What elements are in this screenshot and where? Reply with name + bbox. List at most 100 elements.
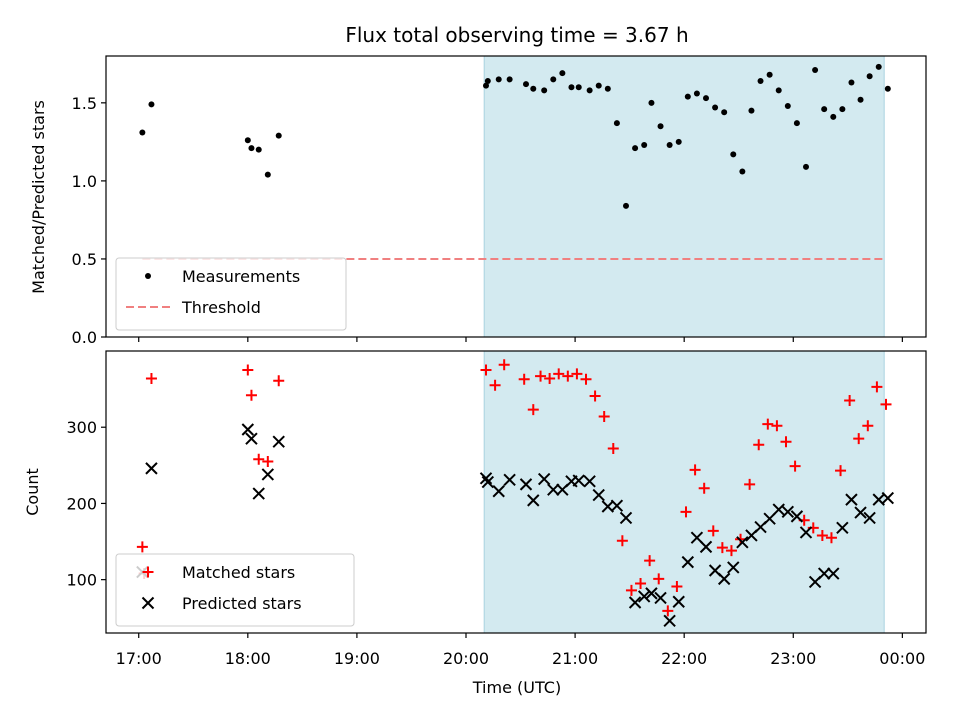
measurement-point (703, 95, 709, 102)
matched-star-point (635, 577, 647, 589)
predicted-star-point (799, 526, 813, 539)
bottom-y-tick-label: 100 (66, 571, 97, 590)
predicted-star-point (503, 473, 516, 487)
predicted-star-point (790, 510, 804, 523)
matched-star-point (544, 372, 556, 384)
measurement-point (748, 107, 755, 114)
predicted-star-point (672, 595, 685, 608)
measurement-point (866, 73, 873, 80)
measurement-point (657, 123, 664, 130)
predicted-star-point (481, 475, 495, 489)
top-y-tick-label: 1.5 (72, 94, 97, 113)
bottom-y-tick-label: 200 (66, 494, 97, 513)
top-shaded-span (483, 55, 885, 338)
matched-star-point (816, 529, 828, 541)
measurement-point (648, 99, 655, 106)
predicted-star-point (772, 503, 785, 516)
matched-star-point (580, 373, 592, 385)
matched-star-point (871, 381, 883, 393)
matched-star-point (498, 359, 510, 371)
predicted-star-point (261, 468, 275, 481)
measurement-point (506, 76, 513, 83)
measurement-point (559, 70, 566, 77)
matched-star-point (762, 418, 774, 430)
x-tick-label: 00:00 (879, 649, 925, 668)
predicted-star-point (272, 435, 285, 448)
measurement-point (775, 87, 782, 94)
measurement-point (586, 87, 593, 94)
measurement-point (803, 163, 809, 170)
measurement-point (757, 77, 764, 84)
legend-label: Measurements (182, 267, 300, 286)
x-tick-label: 23:00 (770, 649, 816, 668)
matched-star-point (835, 465, 847, 477)
x-tick-label: 21:00 (552, 649, 598, 668)
predicted-star-point (479, 472, 493, 485)
measurement-point (275, 132, 282, 139)
matched-star-point (698, 482, 710, 494)
matched-star-point (245, 389, 257, 401)
matched-star-point (136, 541, 148, 553)
matched-star-point (789, 460, 801, 472)
measurement-point (684, 93, 691, 100)
matched-star-point (844, 395, 856, 407)
measurement-point (632, 145, 639, 152)
matched-star-point (716, 542, 728, 554)
measurement-point (604, 85, 611, 92)
top-y-tick-label: 1.0 (72, 172, 97, 191)
matched-star-point (598, 411, 610, 423)
bottom-series-matched-stars (136, 359, 892, 617)
predicted-star-point (547, 483, 560, 496)
x-tick-label: 22:00 (661, 649, 707, 668)
bottom-legend-box (115, 553, 355, 627)
x-tick-label: 20:00 (443, 649, 489, 668)
predicted-star-point (881, 491, 895, 505)
legend-label: Threshold (181, 298, 261, 317)
matched-star-point (825, 532, 837, 544)
top-legend-box (115, 257, 347, 331)
measurement-point (721, 109, 728, 116)
matched-star-point (853, 433, 865, 445)
matched-star-point (753, 439, 765, 451)
measurement-point (550, 76, 557, 83)
measurement-point (675, 138, 682, 145)
matched-star-point (518, 373, 530, 385)
legend-label: Matched stars (182, 563, 295, 582)
matched-star-point (589, 390, 601, 402)
predicted-star-point (654, 591, 667, 605)
matched-star-point (253, 453, 265, 465)
matched-star-point (644, 555, 656, 567)
matched-star-point (489, 379, 501, 391)
top-y-tick-label: 0.0 (72, 328, 97, 347)
y-axis-label-bottom: Count (23, 468, 42, 516)
bottom-y-tick-label: 300 (66, 418, 97, 437)
predicted-star-point (492, 485, 505, 498)
bottom-legend: Matched stars Predicted stars (115, 553, 355, 627)
top-series-measurements (139, 63, 891, 209)
measurement-point (541, 87, 548, 94)
matched-star-point (780, 436, 792, 448)
chart-title: Flux total observing time = 3.67 h (345, 23, 688, 47)
measurement-point (693, 90, 700, 97)
predicted-star-point (245, 432, 258, 445)
matched-star-point (662, 605, 674, 617)
measurement-point (484, 77, 491, 84)
predicted-star-point (836, 521, 849, 535)
matched-star-point (625, 584, 637, 596)
predicted-star-point (610, 499, 624, 512)
matched-star-point (680, 506, 692, 518)
matched-star-point (480, 364, 492, 376)
matched-star-point (616, 535, 628, 547)
x-tick-label: 17:00 (116, 649, 162, 668)
x-tick-label: 18:00 (225, 649, 271, 668)
measurement-point (666, 141, 673, 148)
predicted-star-point (863, 511, 876, 525)
matched-star-point (571, 368, 583, 380)
measurement-point (495, 76, 502, 83)
measurement-point (830, 113, 837, 120)
measurement-point (712, 104, 719, 111)
measurement-point (857, 96, 864, 103)
matched-star-point (242, 364, 254, 376)
